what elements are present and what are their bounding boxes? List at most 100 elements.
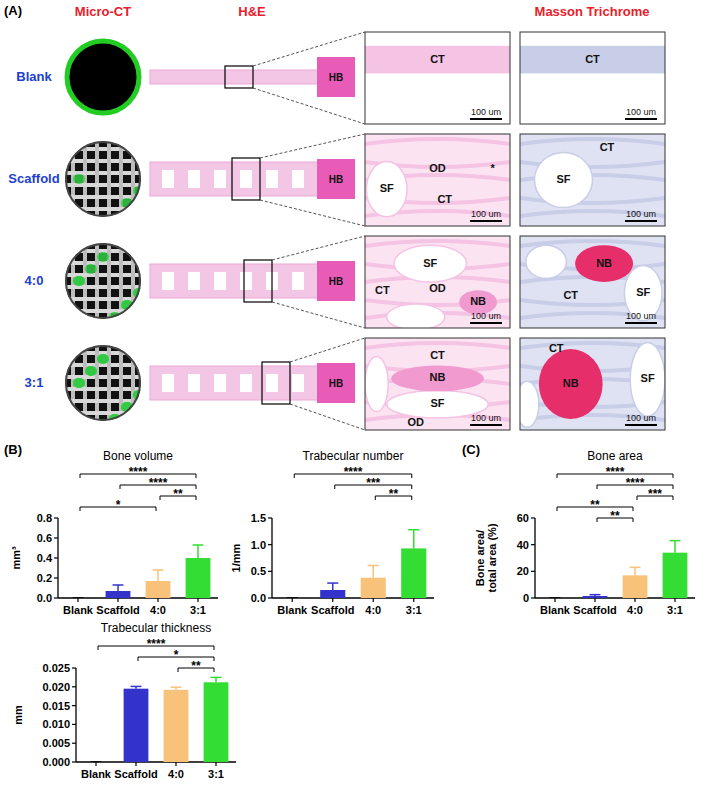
- host-bone: [317, 159, 355, 199]
- new-bone: [73, 378, 85, 388]
- y-tick-label: 0.8: [37, 512, 52, 524]
- tissue-label: CT: [549, 342, 564, 354]
- y-tick-label: 0.2: [37, 572, 52, 584]
- error-bar: [287, 598, 298, 599]
- strip-pore: [214, 170, 226, 188]
- x-tick-label: Blank: [277, 604, 308, 616]
- chart-title: Bone area: [587, 449, 643, 463]
- strip-pore: [292, 374, 304, 392]
- micrograph-frame: [365, 236, 510, 328]
- new-bone: [73, 378, 85, 388]
- y-tick: [268, 517, 272, 518]
- x-tick-label: Scaffold: [573, 604, 616, 616]
- scale-bar: [470, 424, 502, 426]
- x-tick: [634, 598, 635, 602]
- significance-label: ****: [149, 476, 168, 490]
- scaffold-strut: [65, 147, 141, 151]
- error-bar-cap: [287, 597, 298, 598]
- y-tick-label: 0.020: [42, 681, 70, 693]
- tissue-label: OD: [408, 416, 425, 428]
- y-tick-label: 0.015: [42, 700, 70, 712]
- micrograph-frame: [520, 32, 665, 124]
- scaffold-strut: [65, 399, 141, 403]
- zoom-line: [290, 338, 365, 362]
- zoom-box: [262, 362, 290, 404]
- new-bone: [539, 349, 603, 419]
- zoom-box: [232, 158, 260, 200]
- micrograph-frame: [520, 338, 665, 430]
- y-axis-title-line: total area (%): [486, 523, 498, 592]
- error-bar: [630, 567, 641, 575]
- y-tick-label: 0.010: [42, 718, 70, 730]
- error-bar-cap: [193, 544, 204, 546]
- micro-ct-image: [65, 345, 145, 424]
- error-bar: [550, 598, 561, 599]
- x-tick: [117, 598, 118, 602]
- tissue-label: NB: [430, 371, 446, 383]
- error-bar-cap: [368, 565, 379, 567]
- row-label: Blank: [16, 69, 52, 84]
- scaffold-strut: [131, 243, 135, 319]
- scaffold-strut: [107, 141, 111, 217]
- strip-pore: [214, 374, 226, 392]
- section-strip: [150, 264, 320, 298]
- scale-bar-label: 100 um: [471, 413, 501, 423]
- zoom-line: [272, 236, 365, 260]
- significance-label: ****: [147, 637, 166, 651]
- figure: (A)Micro-CTH&EMasson TrichromeBlankHBCT1…: [0, 0, 709, 790]
- y-tick: [72, 686, 76, 687]
- tissue-label: CT: [585, 53, 600, 65]
- y-axis-title-line: 1/mm: [230, 543, 242, 572]
- significance-label: **: [389, 487, 399, 501]
- y-tick-label: 20: [517, 565, 529, 577]
- bar: [320, 590, 345, 598]
- scaffold-strut: [65, 309, 141, 313]
- host-bone: [317, 261, 355, 301]
- y-tick: [531, 597, 535, 598]
- column-header: H&E: [238, 4, 266, 19]
- tissue-label: OD: [429, 162, 446, 174]
- new-bone: [97, 252, 109, 262]
- tissue-label: NB: [563, 377, 579, 389]
- error-bar: [327, 583, 338, 590]
- y-tick-label: 60: [517, 512, 529, 524]
- scale-bar: [625, 322, 657, 324]
- error-bar: [368, 565, 379, 577]
- y-tick-label: 40: [517, 539, 529, 551]
- micrograph-frame: [365, 32, 510, 124]
- scaffold-pore: [365, 356, 388, 411]
- y-tick-label: 0: [523, 592, 529, 604]
- y-tick: [72, 705, 76, 706]
- chart-title: Trabecular thickness: [101, 621, 211, 635]
- micrograph-ground: [365, 134, 510, 226]
- x-tick-label: Scaffold: [96, 604, 139, 616]
- tissue-label: CT: [375, 284, 390, 296]
- scaffold-strut: [131, 345, 135, 421]
- significance-label: **: [590, 498, 600, 512]
- micrograph: [365, 134, 510, 226]
- chart-title: Bone volume: [103, 449, 173, 463]
- section-strip: [150, 162, 320, 196]
- x-tick: [373, 598, 374, 602]
- y-axis-title: mm: [12, 705, 24, 725]
- error-bar-cap: [408, 529, 419, 531]
- new-bone: [85, 264, 97, 274]
- scale-bar: [625, 118, 657, 120]
- x-tick: [95, 762, 96, 766]
- zoom-line: [272, 302, 365, 328]
- micrograph-ground: [520, 32, 665, 124]
- error-bar-cap: [327, 582, 338, 584]
- y-tick: [54, 517, 58, 518]
- strip-pore: [188, 374, 200, 392]
- error-bar-stem: [674, 541, 676, 553]
- error-bar-cap: [113, 584, 124, 586]
- micrograph: [365, 32, 510, 124]
- row-label: 4:0: [25, 273, 44, 288]
- bar: [280, 598, 305, 599]
- scale-bar-label: 100 um: [626, 413, 656, 423]
- tissue-label: CT: [563, 289, 578, 301]
- new-bone: [85, 366, 97, 376]
- scaffold-strut: [65, 171, 141, 175]
- x-tick: [674, 598, 675, 602]
- new-bone: [391, 366, 484, 392]
